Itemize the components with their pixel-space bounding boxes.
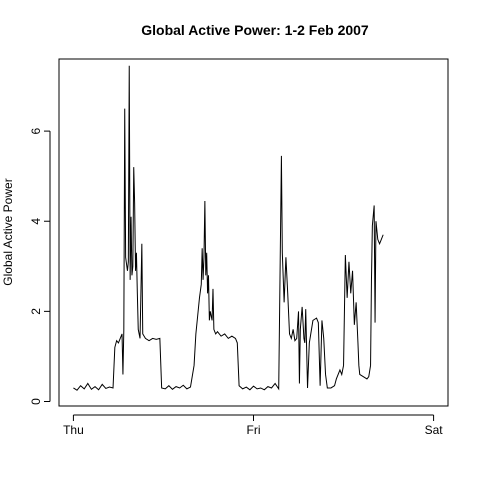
x-tick-label: Thu [63, 423, 84, 437]
y-tick-label: 6 [29, 127, 43, 134]
plot-frame [58, 58, 449, 407]
y-axis: 0 2 4 6 [29, 127, 51, 405]
chart-title: Global Active Power: 1-2 Feb 2007 [141, 22, 369, 38]
y-axis-label: Global Active Power [1, 178, 15, 285]
series-layer [73, 65, 384, 391]
y-tick-label: 0 [29, 398, 43, 405]
x-tick-label: Fri [247, 423, 261, 437]
y-tick-label: 4 [29, 218, 43, 225]
y-tick-label: 2 [29, 308, 43, 315]
series-line [73, 65, 384, 391]
x-axis: Thu Fri Sat [63, 414, 444, 437]
x-tick-label: Sat [425, 423, 444, 437]
